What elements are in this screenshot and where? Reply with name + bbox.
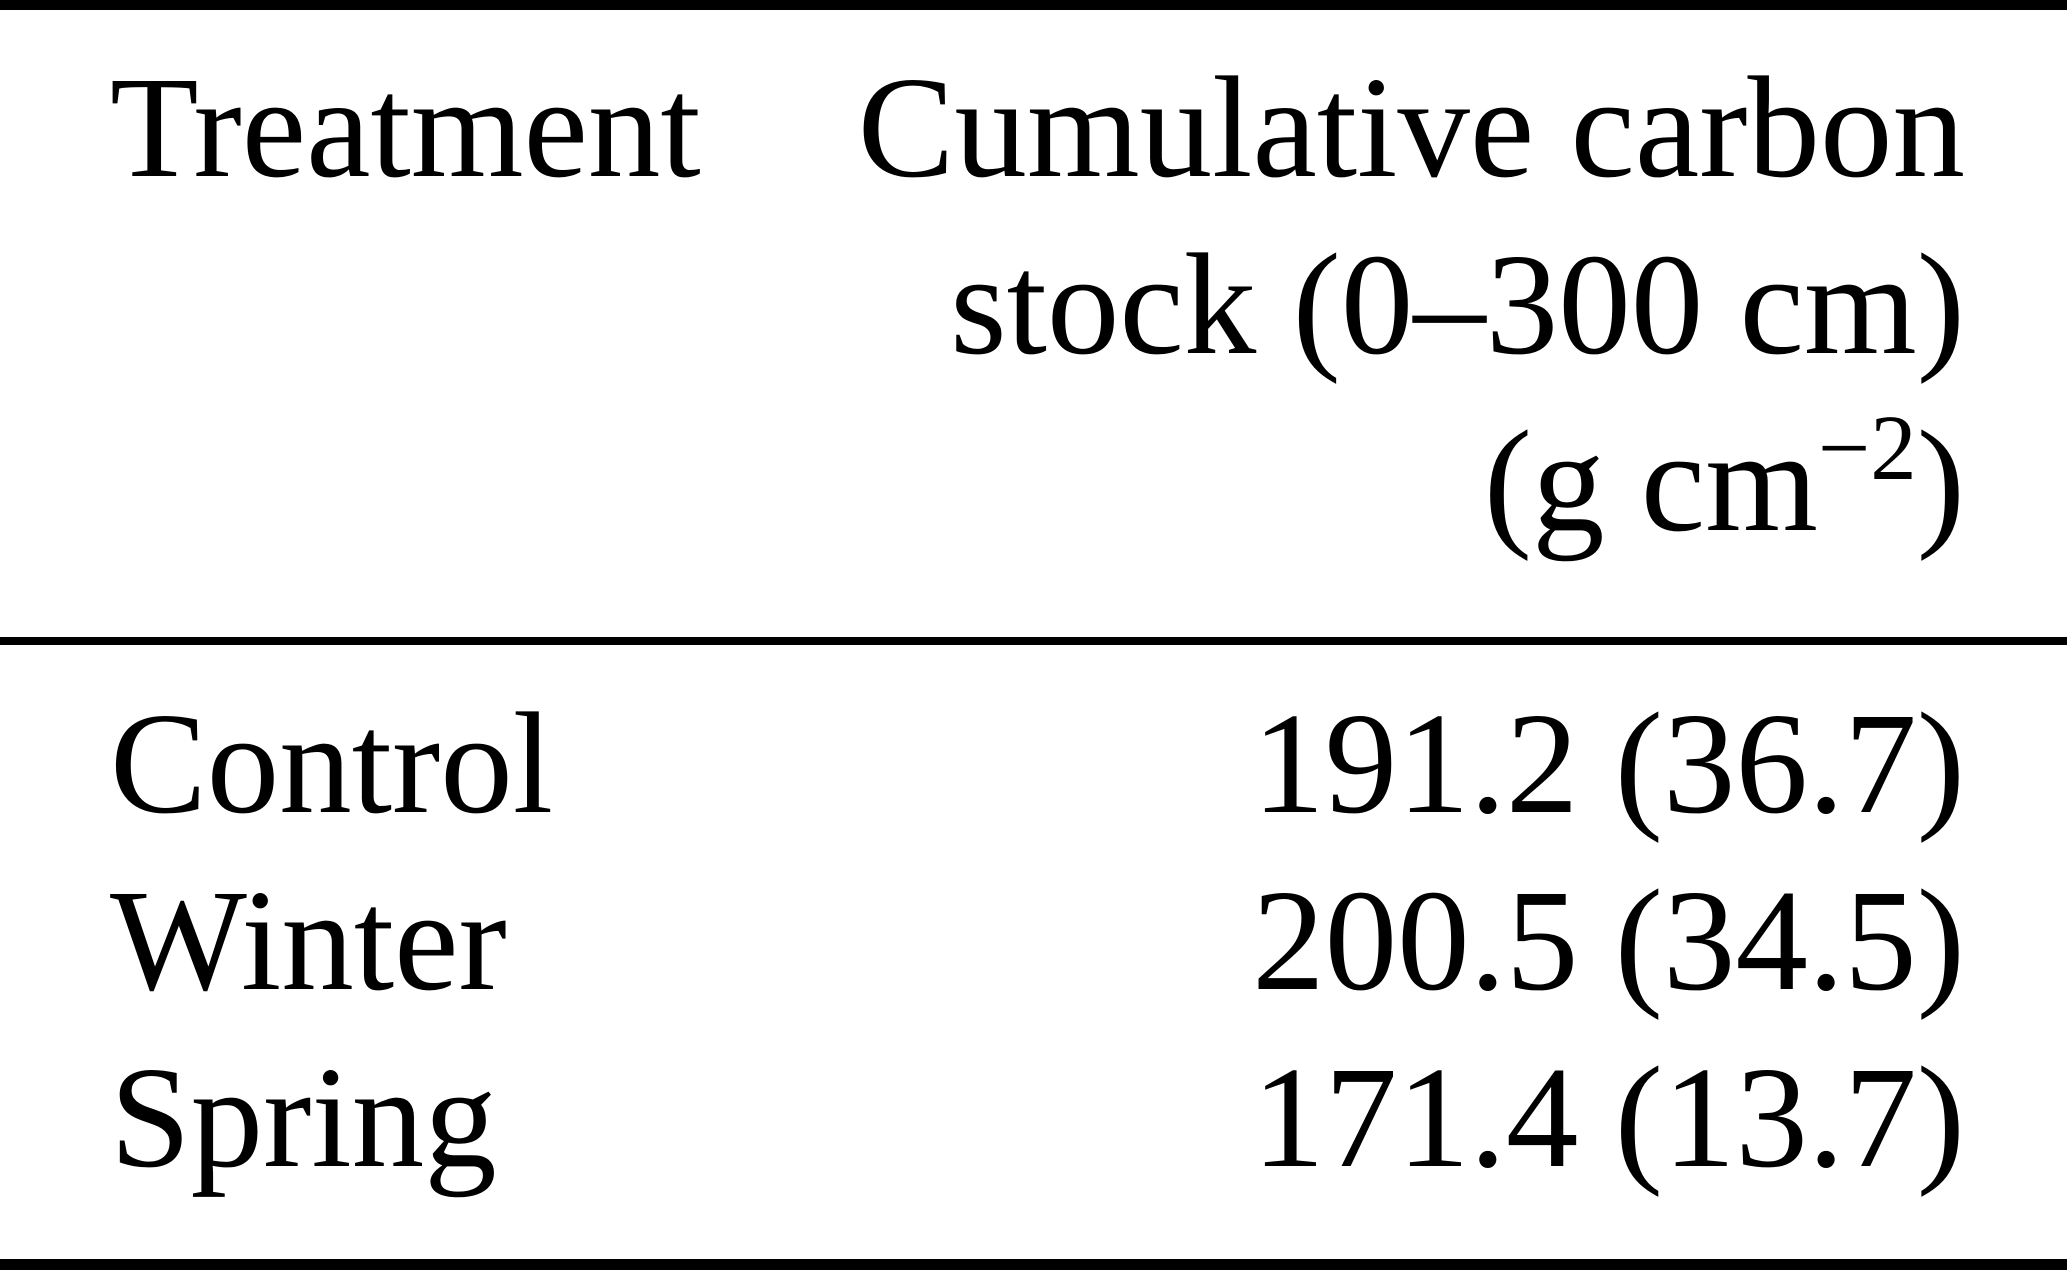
table-top-rule [0, 0, 2067, 10]
header-cell-treatment: Treatment [110, 48, 701, 208]
header-value-line-1: Cumulative carbon [857, 48, 1965, 208]
header-value-line-3-unit: (g cm−2) [701, 394, 1965, 588]
header-cell-cumulative-carbon-stock: Cumulative carbon stock (0–300 cm) (g cm… [701, 40, 1965, 588]
treatment-cell: Control [110, 684, 554, 844]
treatment-cell: Spring [110, 1038, 497, 1198]
value-cell: 200.5 (34.5) [1252, 861, 1965, 1021]
table-bottom-rule [0, 1259, 2067, 1270]
table-row-spring: Spring 171.4 (13.7) [110, 1030, 1965, 1207]
value-cell: 171.4 (13.7) [1252, 1038, 1965, 1198]
treatment-cell: Winter [110, 861, 507, 1021]
table-row-winter: Winter 200.5 (34.5) [110, 853, 1965, 1030]
value-cell: 191.2 (36.7) [1252, 684, 1965, 844]
table-body: Control 191.2 (36.7) Winter 200.5 (34.5)… [110, 676, 1965, 1207]
table-header-row: Treatment Cumulative carbon stock (0–300… [110, 40, 1965, 588]
unit-suffix: ) [1916, 402, 1965, 562]
header-value-line-2: stock (0–300 cm) [950, 225, 1965, 385]
table-content: Treatment Cumulative carbon stock (0–300… [110, 0, 1965, 1270]
table-mid-rule [0, 637, 2067, 645]
unit-exponent-superscript: −2 [1817, 396, 1917, 500]
unit-prefix: (g cm [1483, 402, 1818, 562]
table-row-control: Control 191.2 (36.7) [110, 676, 1965, 853]
